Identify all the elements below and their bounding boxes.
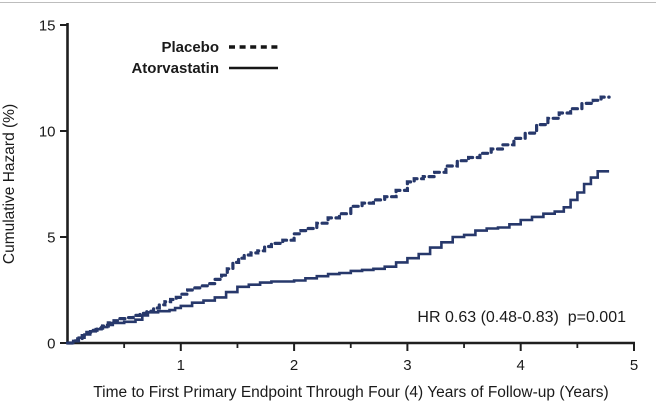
- x-axis-title: Time to First Primary Endpoint Through F…: [93, 384, 608, 401]
- series-layer: [65, 95, 611, 345]
- y-tick-label-10: 10: [39, 124, 56, 141]
- hazard-ratio-annotation: HR 0.63 (0.48-0.83) p=0.001: [417, 309, 626, 326]
- atorvastatin-curve: [67, 170, 610, 345]
- axes-layer: 0 5 10 15 1 2 3 4 5: [39, 18, 638, 375]
- x-tick-label-2: 2: [290, 357, 298, 374]
- x-tick-label-4: 4: [517, 357, 525, 374]
- legend-label-placebo: Placebo: [161, 39, 219, 56]
- y-tick-label-15: 15: [39, 18, 56, 35]
- x-tick-label-5: 5: [630, 357, 638, 374]
- legend-label-atorvastatin: Atorvastatin: [131, 60, 219, 77]
- x-tick-label-1: 1: [177, 357, 185, 374]
- top-border-line: [0, 2, 656, 3]
- y-tick-label-5: 5: [47, 230, 55, 247]
- y-tick-label-0: 0: [47, 336, 55, 353]
- y-axis-title: Cumulative Hazard (%): [1, 104, 18, 264]
- x-tick-label-3: 3: [403, 357, 411, 374]
- placebo-curve: [65, 95, 611, 345]
